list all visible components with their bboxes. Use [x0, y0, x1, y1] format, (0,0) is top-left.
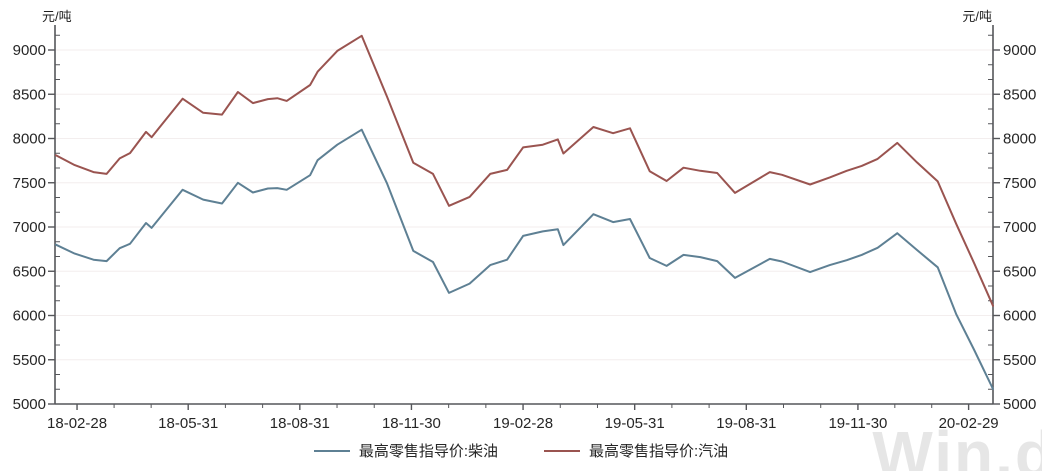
y-axis-tick-label: 7500: [13, 175, 46, 192]
x-axis-tick-label: 20-02-29: [939, 415, 999, 432]
y-axis-tick-label: 6500: [13, 263, 46, 280]
legend-label-diesel: 最高零售指导价:柴油: [358, 443, 498, 460]
legend: 最高零售指导价:柴油 最高零售指导价:汽油: [0, 440, 1042, 461]
y-axis-tick-label: 5500: [13, 352, 46, 369]
y-axis-tick-label: 8500: [1003, 86, 1036, 103]
x-axis-tick-label: 18-11-30: [382, 415, 441, 432]
y-axis-tick-label: 7000: [13, 219, 46, 236]
x-axis-tick-label: 18-02-28: [47, 415, 107, 432]
gasoline-line-swatch: [544, 449, 580, 452]
diesel-series-line: [54, 128, 994, 390]
x-axis-tick-label: 19-08-31: [716, 415, 776, 432]
y-axis-tick-label: 8000: [13, 131, 46, 148]
y-axis-unit-right: 元/吨: [962, 9, 992, 24]
y-axis-tick-label: 6000: [1003, 308, 1036, 325]
y-axis-tick-label: 8000: [1003, 131, 1036, 148]
wind-watermark: Win.d: [872, 418, 1042, 471]
y-axis-tick-label: 7000: [1003, 219, 1036, 236]
y-axis-tick-label: 5500: [1003, 352, 1036, 369]
y-axis-unit-left: 元/吨: [42, 9, 72, 24]
y-axis-tick-label: 7500: [1003, 175, 1036, 192]
y-axis-tick-label: 8500: [13, 86, 46, 103]
y-axis-tick-label: 6500: [1003, 263, 1036, 280]
y-axis-tick-label: 5000: [13, 396, 46, 413]
y-axis-tick-label: 6000: [13, 308, 46, 325]
diesel-line-swatch: [313, 449, 350, 452]
x-axis-tick-label: 19-05-31: [605, 415, 665, 432]
x-axis-tick-label: 19-11-30: [828, 415, 887, 432]
y-axis-tick-label: 9000: [1003, 42, 1036, 59]
y-axis-tick-label: 9000: [13, 42, 46, 59]
x-axis-tick-label: 18-08-31: [270, 415, 330, 432]
y-axis-tick-label: 5000: [1003, 396, 1036, 413]
legend-label-gasoline: 最高零售指导价:汽油: [589, 443, 729, 460]
x-axis-tick-label: 19-02-28: [493, 415, 553, 432]
legend-item-gasoline[interactable]: 最高零售指导价:汽油: [544, 440, 728, 461]
gasoline-series-line: [54, 34, 994, 307]
legend-item-diesel[interactable]: 最高零售指导价:柴油: [313, 440, 498, 461]
x-axis-tick-label: 18-05-31: [158, 415, 218, 432]
